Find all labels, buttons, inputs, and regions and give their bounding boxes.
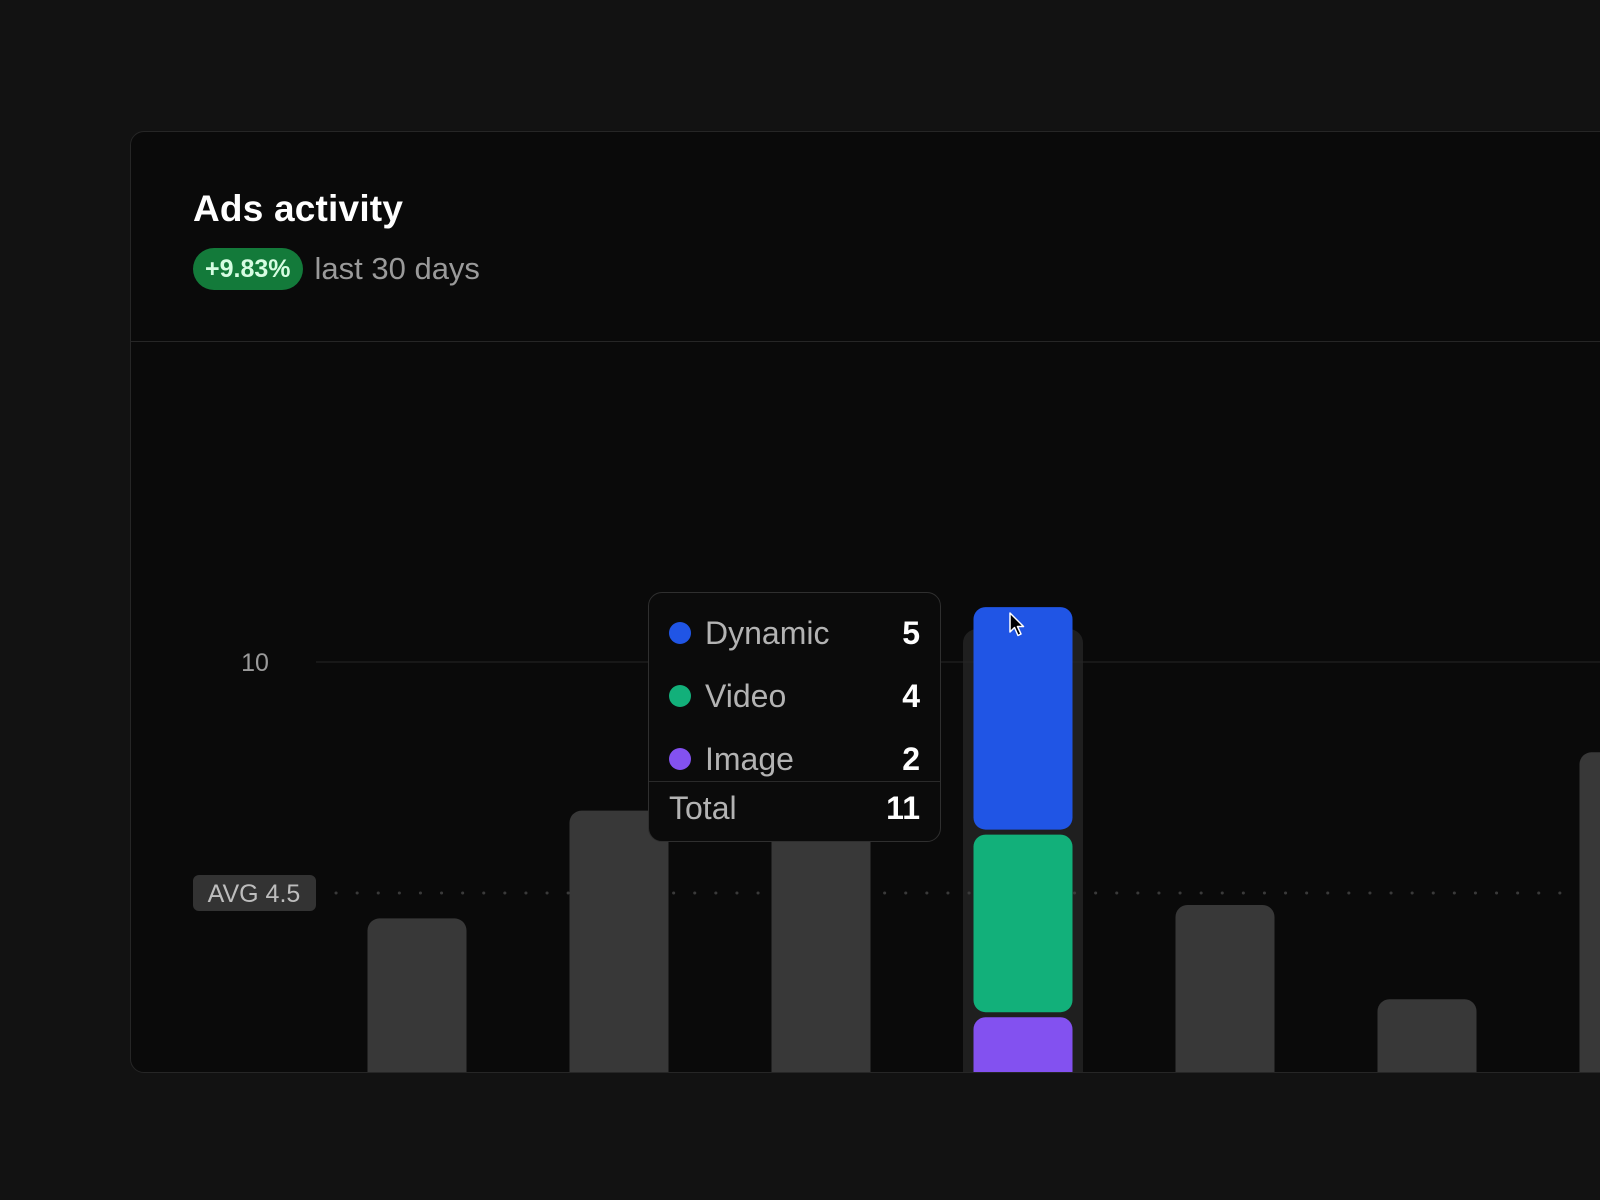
- bar-mar: [771, 810, 871, 1072]
- tooltip-total-label: Total: [669, 789, 737, 826]
- y-tick-10: 10: [241, 649, 269, 677]
- tooltip-value-image: 2: [902, 740, 920, 777]
- chart-svg: 010AVG 4.5JANFEBMARAPRMAYJUN: [193, 607, 1600, 1072]
- bar-segment-video: [973, 834, 1073, 1013]
- dynamic-legend-dot: [669, 622, 691, 644]
- bar-segment-image: [973, 1017, 1073, 1072]
- bar-may: [1175, 904, 1275, 1072]
- change-badge: +9.83%: [193, 248, 303, 290]
- card-title: Ads activity: [193, 188, 404, 229]
- tooltip-label-dynamic: Dynamic: [705, 614, 830, 651]
- tooltip-total-row: Total 11: [669, 788, 920, 828]
- tooltip-value-dynamic: 5: [902, 614, 920, 651]
- card-header: Ads activity +9.83% last 30 days: [131, 132, 1600, 342]
- bar-feb: [569, 810, 669, 1072]
- ads-activity-card: Ads activity +9.83% last 30 days 010AVG …: [130, 131, 1600, 1073]
- bar-segment-dynamic: [973, 607, 1073, 830]
- bar-jan: [367, 918, 467, 1072]
- bar-jun: [1377, 999, 1477, 1072]
- change-summary: +9.83% last 30 days: [193, 248, 480, 290]
- tooltip-row-video: Video 4: [669, 676, 920, 716]
- average-badge: [193, 874, 316, 911]
- tooltip-value-video: 4: [902, 677, 920, 714]
- tooltip-divider: [649, 781, 940, 782]
- tooltip-row-dynamic: Dynamic 5: [669, 613, 920, 653]
- bar-chart: 010AVG 4.5JANFEBMARAPRMAYJUN Dynamic 5 V…: [131, 342, 1600, 1072]
- image-legend-dot: [669, 748, 691, 770]
- video-legend-dot: [669, 685, 691, 707]
- average-label: AVG 4.5: [208, 880, 301, 908]
- bar-partial: [1579, 752, 1600, 1072]
- mouse-cursor-icon: [1009, 612, 1025, 637]
- period-label: last 30 days: [314, 251, 480, 286]
- tooltip-total-value: 11: [886, 789, 920, 826]
- tooltip-label-video: Video: [705, 677, 787, 714]
- tooltip-label-image: Image: [705, 740, 794, 777]
- tooltip-row-image: Image 2: [669, 739, 920, 779]
- chart-tooltip: Dynamic 5 Video 4 Image 2 Total 11: [648, 592, 941, 842]
